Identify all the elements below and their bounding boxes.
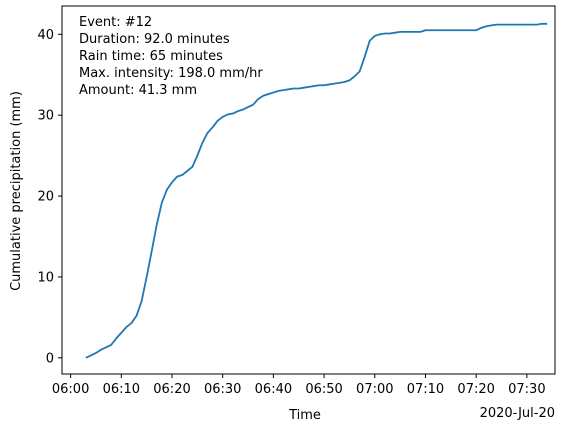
x-tick-label: 07:30: [508, 382, 545, 397]
x-axis-ticks: 06:00 06:10 06:20 06:30 06:40 06:50 07:00 07:10…: [52, 374, 546, 397]
annotation-line: Max. intensity: 198.0 mm/hr: [79, 66, 263, 81]
plot-area: [61, 5, 556, 375]
y-tick-label: 20: [37, 190, 54, 205]
x-tick-label: 07:20: [457, 382, 494, 397]
annotation-line: Rain time: 65 minutes: [79, 49, 223, 64]
annotation-line: Amount: 41.3 mm: [79, 83, 197, 98]
y-axis-ticks: 0 10 20 30 40: [37, 28, 62, 366]
cumulative-precipitation-line: [85, 22, 548, 359]
x-tick-label: 06:10: [103, 382, 140, 397]
x-tick-label: 06:20: [153, 382, 190, 397]
x-tick-label: 06:50: [305, 382, 342, 397]
x-tick-label: 06:30: [204, 382, 241, 397]
y-tick-label: 30: [37, 109, 54, 124]
date-label: 2020-Jul-20: [480, 406, 555, 421]
y-tick-label: 40: [37, 28, 54, 43]
x-axis-label: Time: [288, 408, 321, 423]
event-annotations: Event: #12 Duration: 92.0 minutes Rain tim…: [79, 15, 263, 98]
x-tick-label: 07:10: [407, 382, 444, 397]
x-tick-label: 06:40: [255, 382, 292, 397]
y-axis-label: Cumulative precipitation (mm): [9, 91, 24, 291]
x-tick-label: 06:00: [52, 382, 89, 397]
x-tick-label: 07:00: [356, 382, 393, 397]
y-tick-label: 10: [37, 270, 54, 285]
y-tick-label: 0: [46, 351, 54, 366]
annotation-line: Event: #12: [79, 15, 152, 30]
annotation-line: Duration: 92.0 minutes: [79, 32, 230, 47]
